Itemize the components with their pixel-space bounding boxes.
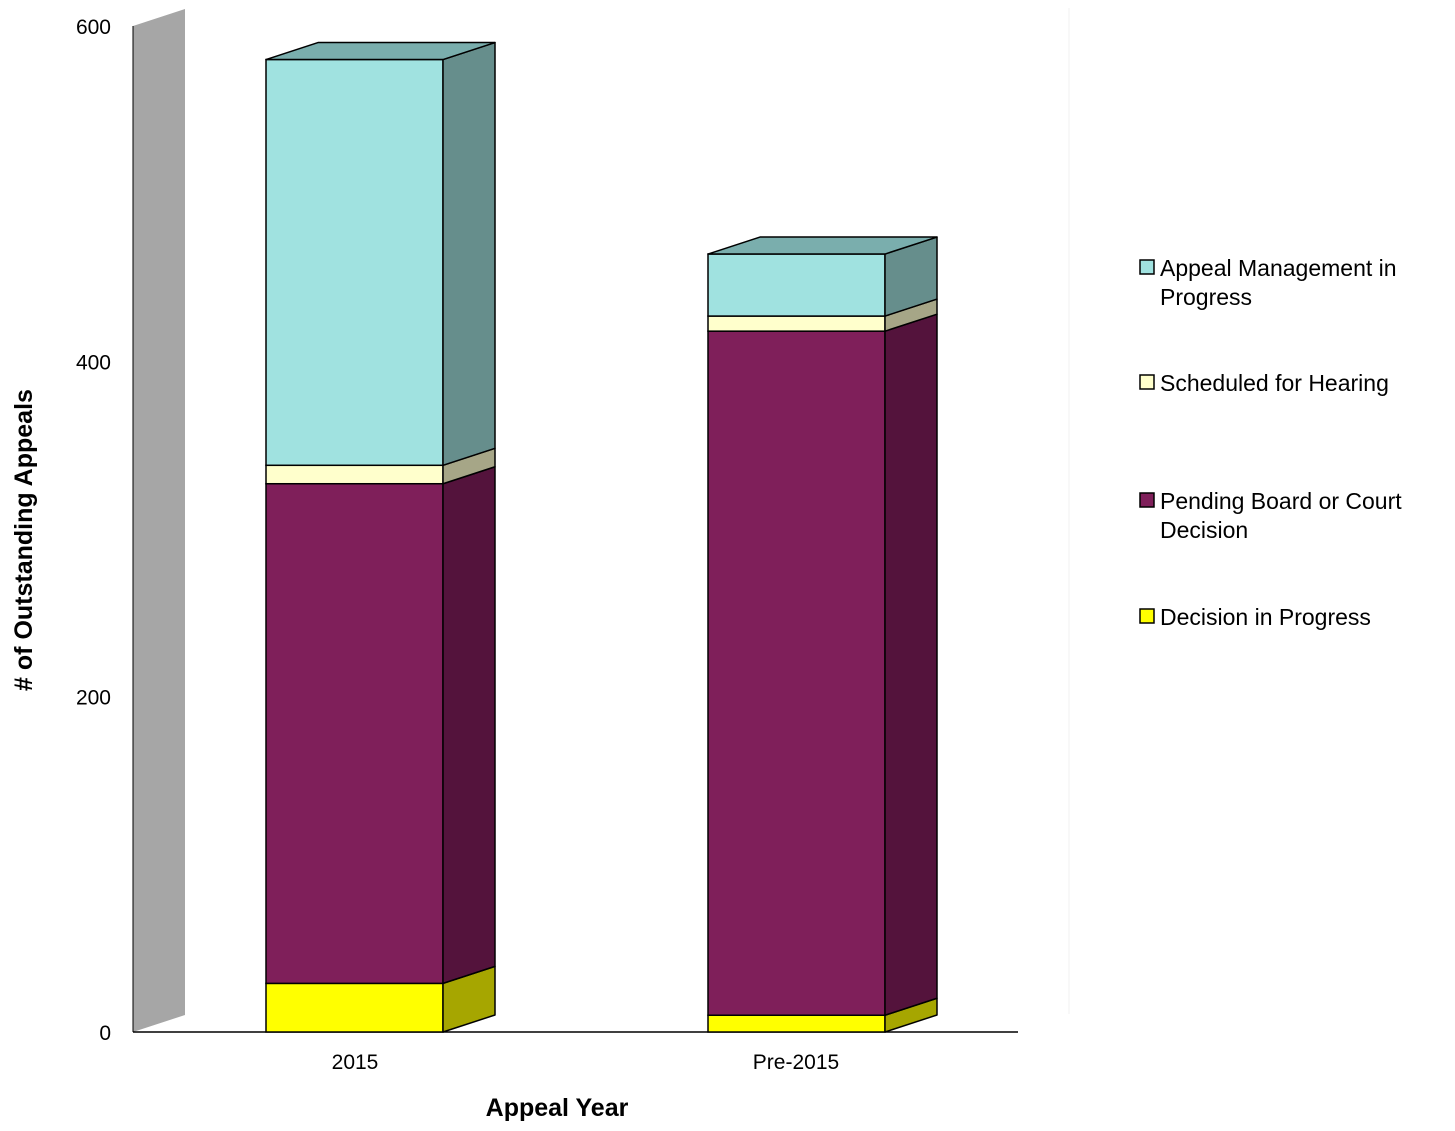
legend-label: Scheduled for Hearing [1160,370,1389,396]
bar-top-face [707,236,938,255]
bar-side-face [442,41,496,467]
bar-side-face [442,465,496,985]
y-axis-title: # of Outstanding Appeals [10,389,38,691]
bar-front-face [265,58,444,467]
legend-item: Decision in Progress [1139,604,1371,630]
back-wall-panel [133,9,185,1032]
legend-label: Appeal Management in [1160,255,1397,281]
bar-segment-pre-2015-scheduled-for-hearing [707,298,938,332]
legend-label: Decision [1160,517,1248,543]
x-tick-label: 2015 [332,1051,379,1074]
bar-segment-2015-decision-in-progress [265,965,496,1033]
legend-label: Decision in Progress [1160,604,1371,630]
y-tick-label: 0 [99,1022,111,1045]
bar-top-face [265,41,496,61]
legend: Appeal Management in Progress Scheduled fo… [1139,255,1402,630]
bar-segment-pre-2015-pending-board-or-court-decision [707,313,938,1016]
legend-swatch [1139,608,1155,624]
bar-front-face [707,1014,886,1033]
legend-item: Scheduled for Hearing [1139,370,1389,396]
legend-swatch [1139,374,1155,390]
legend-item: Pending Board or Court Decision [1139,488,1402,543]
bar-front-face [707,253,886,317]
bar-front-face [265,464,444,485]
axis-labels: 0 200 400 600 2015 Pre-2015 Appeal Year # of Ou… [10,16,839,1122]
bar-segment-2015-appeal-management-in-progress [265,41,496,467]
legend-label: Progress [1160,284,1252,310]
bar-front-face [265,982,444,1033]
legend-swatch [1139,492,1155,508]
bars [265,41,938,1033]
bar-segment-pre-2015-appeal-management-in-progress [707,236,938,317]
bar-segment-2015-pending-board-or-court-decision [265,465,496,985]
bar-front-face [265,482,444,985]
y-tick-label: 400 [76,351,111,374]
x-axis-title: Appeal Year [486,1094,629,1122]
x-tick-label: Pre-2015 [753,1051,839,1074]
legend-item: Appeal Management in Progress [1139,255,1397,310]
back-wall [133,9,185,1032]
y-tick-label: 200 [76,687,111,710]
legend-swatch [1139,259,1155,275]
bar-side-face [884,313,938,1016]
legend-label: Pending Board or Court [1160,488,1402,514]
bar-front-face [707,330,886,1016]
bar-front-face [707,315,886,332]
y-tick-label: 600 [76,16,111,39]
